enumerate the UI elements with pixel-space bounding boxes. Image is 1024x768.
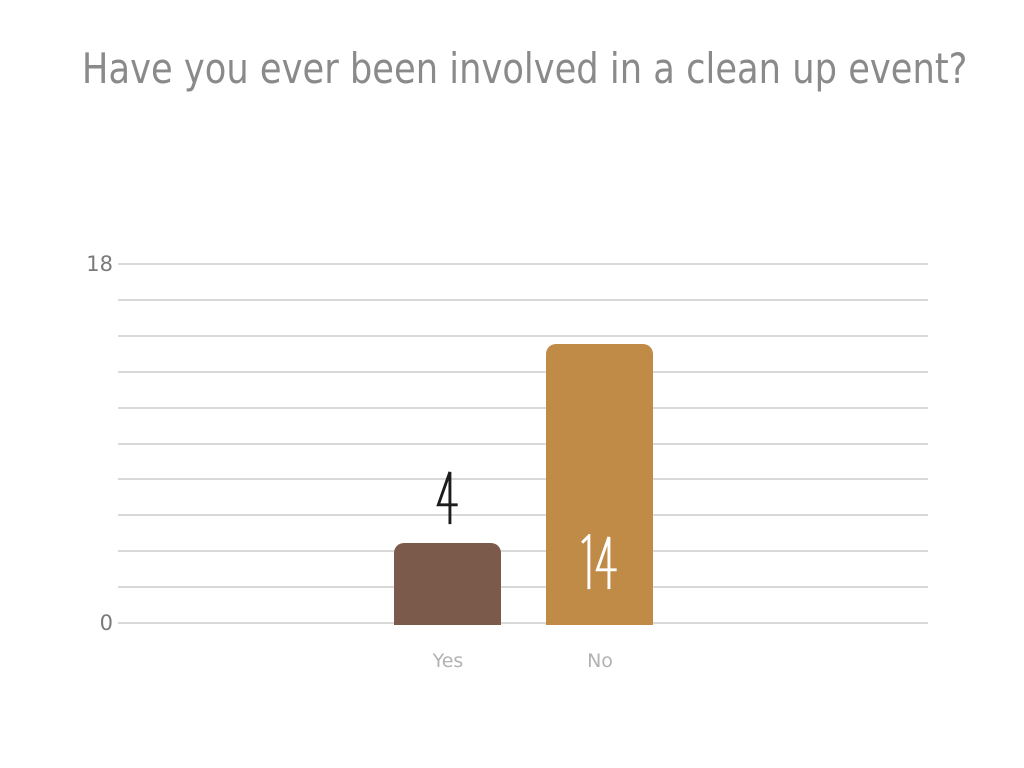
value-label-no	[580, 534, 619, 592]
gridline	[118, 622, 928, 624]
gridline	[118, 443, 928, 445]
chart-title: Have you ever been involved in a clean u…	[81, 44, 968, 93]
gridline	[118, 586, 928, 588]
gridline	[118, 371, 928, 373]
x-axis-label-no: No	[587, 650, 613, 672]
gridline	[118, 478, 928, 480]
y-axis-min-label: 0	[99, 611, 113, 635]
x-axis-label-yes: Yes	[432, 650, 464, 672]
gridline	[118, 407, 928, 409]
gridline	[118, 299, 928, 301]
gridline	[118, 514, 928, 516]
gridline	[118, 550, 928, 552]
value-label-yes	[436, 469, 460, 527]
gridline	[118, 335, 928, 337]
bar-no	[546, 344, 653, 625]
bar-yes	[394, 543, 501, 625]
y-axis-max-label: 18	[86, 252, 113, 276]
gridline	[118, 263, 928, 265]
